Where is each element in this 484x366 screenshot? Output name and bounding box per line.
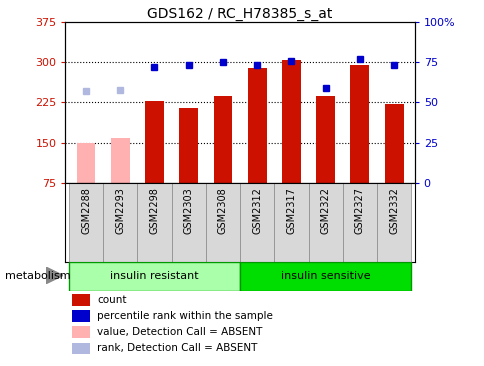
Text: rank, Detection Call = ABSENT: rank, Detection Call = ABSENT [97,343,257,354]
Bar [274,183,308,262]
Bar [308,183,342,262]
Bar [111,138,129,183]
Text: GSM2322: GSM2322 [320,187,330,234]
Bar [240,262,410,291]
Polygon shape [46,267,63,284]
Text: metabolism: metabolism [5,271,70,281]
Bar [350,65,368,183]
Text: count: count [97,295,126,305]
Bar [145,101,164,183]
Bar [69,183,103,262]
Text: GSM2288: GSM2288 [81,187,91,234]
Bar [384,104,403,183]
Bar [103,183,137,262]
Bar [316,96,334,183]
Text: insulin sensitive: insulin sensitive [280,271,370,281]
Text: GSM2303: GSM2303 [183,187,193,234]
Bar [342,183,376,262]
Bar [179,108,198,183]
Text: GSM2293: GSM2293 [115,187,125,234]
Text: value, Detection Call = ABSENT: value, Detection Call = ABSENT [97,327,262,337]
Bar [240,183,274,262]
Bar [76,143,95,183]
Bar [137,183,171,262]
Bar [72,343,90,354]
Bar [72,310,90,322]
Bar [69,262,240,291]
Text: GSM2312: GSM2312 [252,187,262,234]
Text: GSM2308: GSM2308 [217,187,227,234]
Text: GSM2298: GSM2298 [149,187,159,234]
Bar [213,96,232,183]
Text: GSM2327: GSM2327 [354,187,364,234]
Text: percentile rank within the sample: percentile rank within the sample [97,311,272,321]
Bar [376,183,410,262]
Bar [72,326,90,338]
Bar [171,183,205,262]
Bar [247,68,266,183]
Text: insulin resistant: insulin resistant [110,271,198,281]
Bar [72,294,90,306]
Title: GDS162 / RC_H78385_s_at: GDS162 / RC_H78385_s_at [147,7,332,21]
Text: GSM2317: GSM2317 [286,187,296,234]
Bar [205,183,240,262]
Text: GSM2332: GSM2332 [388,187,398,234]
Bar [281,60,300,183]
